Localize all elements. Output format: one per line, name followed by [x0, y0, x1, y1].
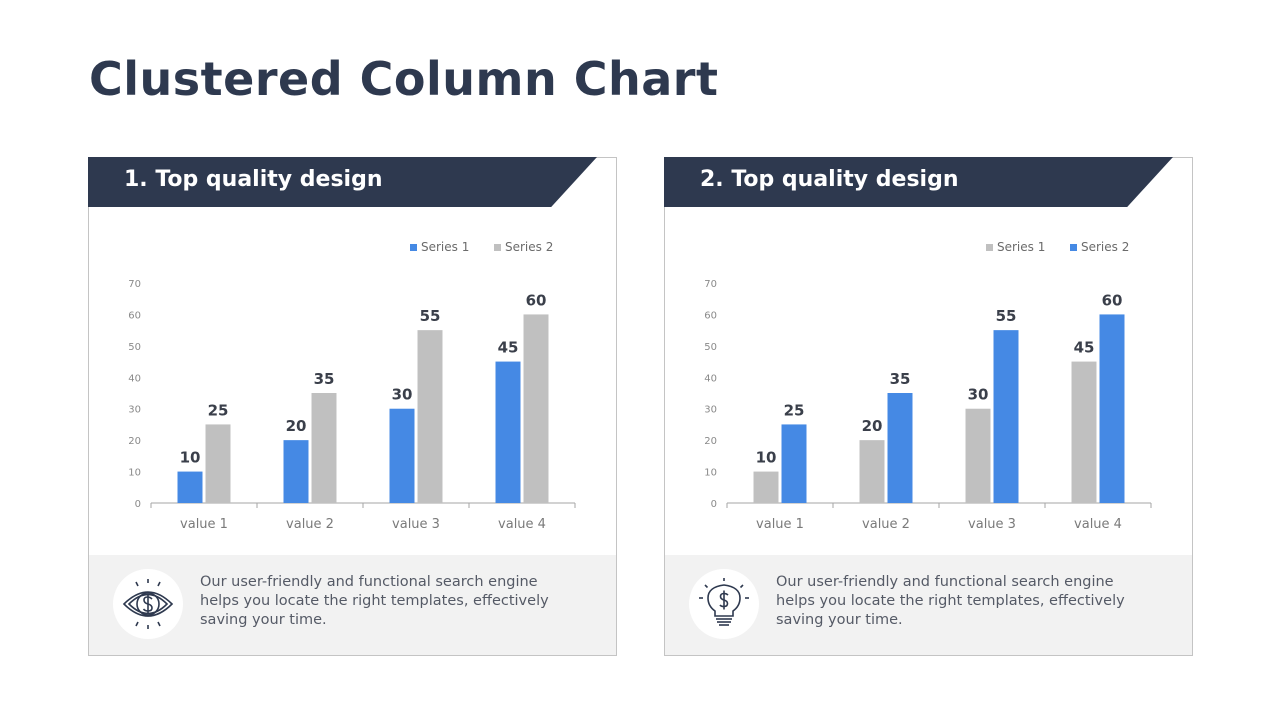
- data-label: 20: [286, 417, 307, 435]
- clustered-column-chart: 0 10 20 30 40 50 60 70 10 25 value 1 20 35 value 2 30 5…: [128, 240, 576, 532]
- bar: [177, 471, 203, 503]
- x-tick-label: value 2: [286, 517, 334, 532]
- y-tick-label: 30: [704, 405, 717, 416]
- bar: [781, 424, 807, 503]
- icon-badge: [689, 569, 759, 639]
- y-tick-label: 70: [704, 279, 717, 290]
- y-tick-label: 0: [711, 499, 717, 510]
- y-tick-label: 50: [128, 342, 141, 353]
- chart-card-1: 1. Top quality design 0 10 20 30 40 50 60 70 10 2…: [88, 157, 617, 656]
- bar: [495, 361, 521, 503]
- lightbulb-dollar-icon: [699, 578, 749, 626]
- data-label: 25: [784, 401, 805, 419]
- y-tick-label: 40: [128, 373, 141, 384]
- data-label: 45: [1074, 339, 1095, 357]
- data-label: 10: [180, 449, 201, 467]
- bar: [283, 440, 309, 503]
- data-label: 60: [1102, 291, 1123, 309]
- y-tick-label: 20: [128, 436, 141, 447]
- card-header: 1. Top quality design: [88, 157, 597, 207]
- y-tick-label: 40: [704, 373, 717, 384]
- y-tick-label: 0: [135, 499, 141, 510]
- x-tick-label: value 3: [392, 517, 440, 532]
- data-label: 45: [498, 339, 519, 357]
- x-tick-label: value 4: [1074, 517, 1122, 532]
- y-tick-label: 20: [704, 436, 717, 447]
- data-label: 30: [392, 386, 413, 404]
- card-title: 1. Top quality design: [124, 167, 383, 192]
- x-tick-label: value 4: [498, 517, 546, 532]
- card-description: Our user-friendly and functional search …: [200, 574, 549, 628]
- legend-swatch: [986, 244, 993, 251]
- y-tick-label: 50: [704, 342, 717, 353]
- data-label: 55: [996, 307, 1017, 325]
- legend-label: Series 1: [421, 240, 469, 254]
- legend-label: Series 2: [1081, 240, 1129, 254]
- x-tick-label: value 2: [862, 517, 910, 532]
- data-label: 35: [890, 370, 911, 388]
- clustered-column-chart: 0 10 20 30 40 50 60 70 10 25 value 1 20 35 value 2 30 5…: [704, 240, 1152, 532]
- card-description: Our user-friendly and functional search …: [776, 574, 1125, 628]
- data-label: 30: [968, 386, 989, 404]
- data-label: 55: [420, 307, 441, 325]
- y-tick-label: 10: [128, 468, 141, 479]
- bar: [859, 440, 885, 503]
- card-footer: Our user-friendly and functional search …: [89, 555, 616, 655]
- bar: [887, 393, 913, 503]
- eye-dollar-icon: [122, 579, 174, 629]
- x-tick-label: value 1: [180, 517, 228, 532]
- bar: [753, 471, 779, 503]
- bar: [965, 408, 991, 503]
- x-tick-label: value 1: [756, 517, 804, 532]
- bar: [389, 408, 415, 503]
- legend-swatch: [410, 244, 417, 251]
- bar: [1099, 314, 1125, 503]
- bar: [523, 314, 549, 503]
- bar: [205, 424, 231, 503]
- data-label: 20: [862, 417, 883, 435]
- data-label: 25: [208, 401, 229, 419]
- y-tick-label: 60: [704, 310, 717, 321]
- card-footer: Our user-friendly and functional search …: [665, 555, 1192, 655]
- chart-card-2: 2. Top quality design 0 10 20 30 40 50 60 70 10 2…: [664, 157, 1193, 656]
- y-tick-label: 70: [128, 279, 141, 290]
- bar: [417, 330, 443, 503]
- data-label: 35: [314, 370, 335, 388]
- x-tick-label: value 3: [968, 517, 1016, 532]
- legend-label: Series 2: [505, 240, 553, 254]
- bar: [993, 330, 1019, 503]
- bar: [311, 393, 337, 503]
- legend-swatch: [1070, 244, 1077, 251]
- y-tick-label: 60: [128, 310, 141, 321]
- y-tick-label: 10: [704, 468, 717, 479]
- data-label: 60: [526, 291, 547, 309]
- bar: [1071, 361, 1097, 503]
- card-title: 2. Top quality design: [700, 167, 959, 192]
- data-label: 10: [756, 449, 777, 467]
- y-tick-label: 30: [128, 405, 141, 416]
- card-header: 2. Top quality design: [664, 157, 1173, 207]
- icon-badge: [113, 569, 183, 639]
- page-title: Clustered Column Chart: [89, 52, 719, 106]
- legend-label: Series 1: [997, 240, 1045, 254]
- legend-swatch: [494, 244, 501, 251]
